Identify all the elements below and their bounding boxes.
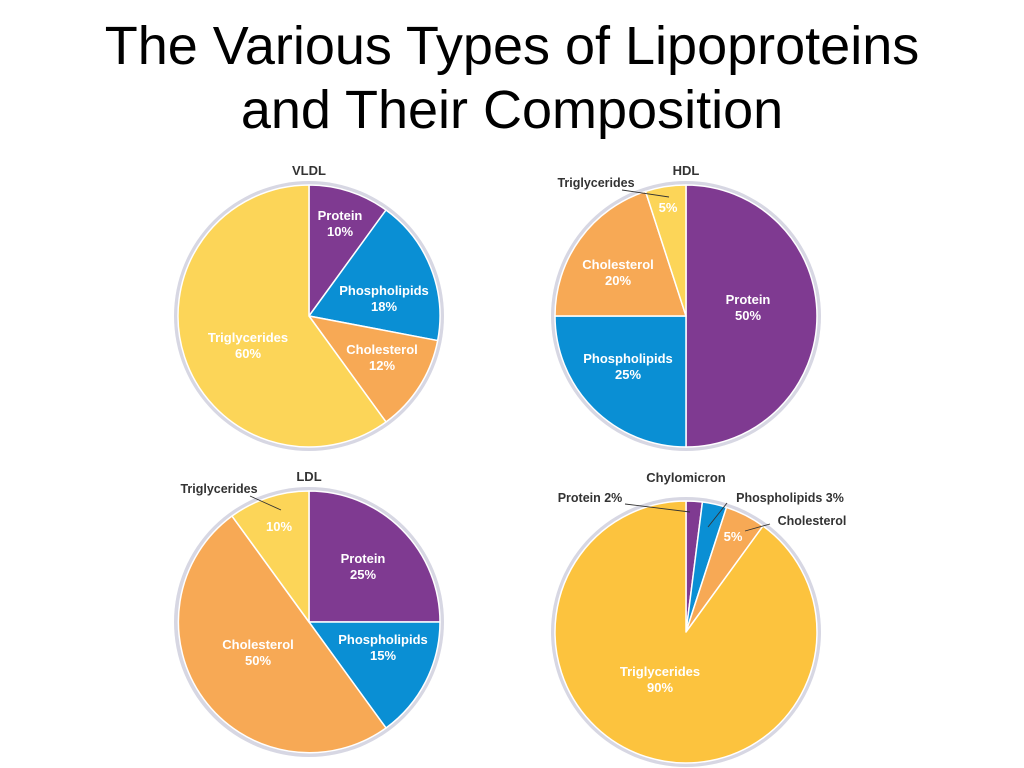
- vldl-slice-protein: [308, 184, 387, 317]
- vldl-slice-phospholipids: [308, 209, 441, 342]
- chylomicron-protein-leader-line: [624, 503, 691, 513]
- ldl-cholesterol-label: Cholesterol 50%: [222, 637, 294, 668]
- ldl-slice-cholesterol: [177, 515, 387, 754]
- chylomicron-phospholipids-leader-line: [707, 502, 728, 528]
- chylomicron-pie-chart: Chylomicron Protein 2% Phospholipids 3% Cho…: [551, 470, 846, 767]
- vldl-chart-title: VLDL: [292, 163, 326, 178]
- vldl-slice-triglycerides: [177, 184, 387, 448]
- chylomicron-protein-label: Protein 2%: [558, 491, 623, 505]
- chylomicron-triglycerides-label: Triglycerides 90%: [620, 664, 700, 695]
- hdl-chart-title: HDL: [673, 163, 700, 178]
- ldl-slice-protein: [308, 490, 441, 623]
- ldl-phospholipids-label: Phospholipids 15%: [338, 632, 428, 663]
- vldl-protein-label: Protein 10%: [318, 208, 363, 239]
- vldl-cholesterol-label: Cholesterol 12%: [346, 342, 418, 373]
- hdl-pie-chart: HDL Protein 50% Phospholipids 25% Cholesterol…: [551, 163, 821, 451]
- hdl-triglycerides-label: Triglycerides: [557, 176, 634, 190]
- chylomicron-chart-title: Chylomicron: [646, 470, 726, 485]
- ldl-chart-title: LDL: [296, 469, 321, 484]
- hdl-slice-protein: [685, 184, 818, 448]
- hdl-cholesterol-label: Cholesterol 20%: [582, 257, 654, 288]
- ldl-slice-phospholipids: [308, 621, 441, 729]
- hdl-triglycerides-value-label: 5%: [659, 200, 678, 215]
- ldl-triglycerides-value-label: 10%: [266, 519, 292, 534]
- hdl-slice-triglycerides: [644, 184, 687, 317]
- ldl-triglycerides-label: Triglycerides: [180, 482, 257, 496]
- hdl-protein-label: Protein 50%: [726, 292, 771, 323]
- chylomicron-slice-triglycerides: [554, 500, 818, 764]
- ldl-triglycerides-leader-line: [249, 495, 282, 511]
- ldl-protein-label: Protein 25%: [341, 551, 386, 582]
- chylomicron-cholesterol-label: Cholesterol: [778, 514, 847, 528]
- chylomicron-phospholipids-label: Phospholipids 3%: [736, 491, 844, 505]
- chylomicron-cholesterol-value-label: 5%: [724, 529, 743, 544]
- vldl-phospholipids-label: Phospholipids 18%: [339, 283, 429, 314]
- hdl-phospholipids-label: Phospholipids 25%: [583, 351, 673, 382]
- ldl-pie-chart: LDL Protein 25% Phospholipids 15% Cholesterol…: [174, 469, 444, 757]
- slide-title-line-1: The Various Types of Lipoproteins: [104, 16, 920, 76]
- hdl-triglycerides-leader-line: [621, 189, 670, 198]
- vldl-slice-cholesterol: [308, 315, 439, 423]
- chylomicron-cholesterol-leader-line: [744, 523, 771, 532]
- vldl-triglycerides-label: Triglycerides 60%: [208, 330, 288, 361]
- vldl-pie-chart: VLDL Protein 10% Phospholipids 18% Cholestero…: [174, 163, 444, 451]
- hdl-slice-cholesterol: [554, 190, 687, 317]
- hdl-slice-phospholipids: [554, 315, 687, 448]
- slide-title: The Various Types of Lipoproteins and Th…: [0, 14, 1024, 142]
- ldl-slice-triglycerides: [231, 490, 310, 623]
- slide-title-line-2: and Their Composition: [240, 80, 784, 140]
